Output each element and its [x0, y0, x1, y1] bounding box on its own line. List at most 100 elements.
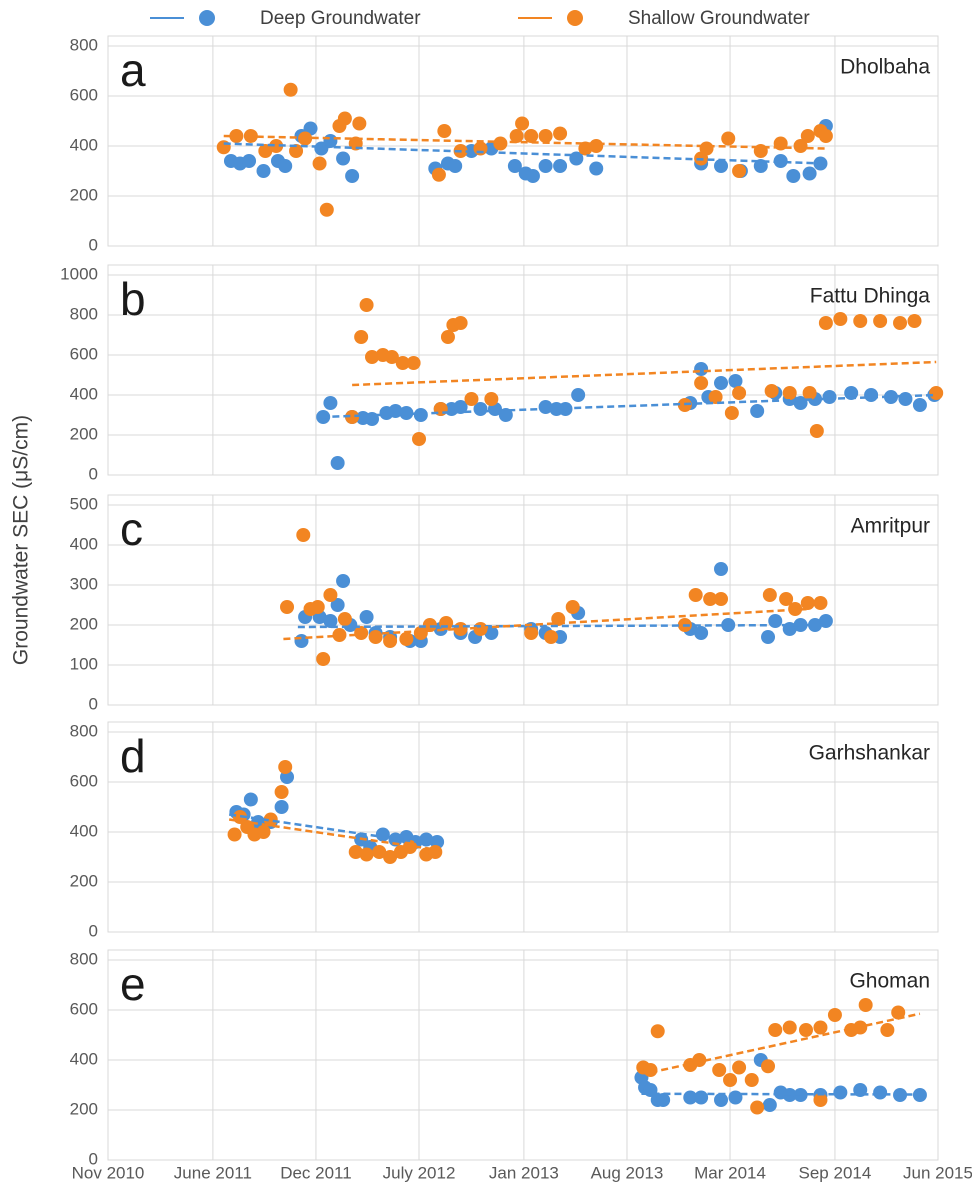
y-tick-label: 400	[70, 135, 98, 154]
panel-title: Amritpur	[851, 515, 930, 538]
point	[258, 144, 273, 158]
point	[294, 634, 309, 648]
point	[345, 410, 360, 424]
point	[793, 139, 808, 153]
y-tick-label: 800	[70, 721, 98, 740]
point	[708, 390, 723, 404]
panel-label: c	[120, 503, 143, 555]
point	[688, 588, 703, 602]
point	[278, 159, 293, 173]
point	[883, 390, 898, 404]
y-tick-label: 800	[70, 949, 98, 968]
x-tick-label: Aug 2013	[591, 1163, 664, 1182]
point	[779, 592, 794, 606]
point	[310, 600, 325, 614]
point	[786, 169, 801, 183]
y-tick-label: 600	[70, 344, 98, 363]
panel-title: Ghoman	[849, 970, 930, 993]
point	[827, 1008, 842, 1022]
point	[750, 1100, 765, 1115]
y-tick-label: 200	[70, 424, 98, 443]
point	[256, 825, 271, 839]
trend-line	[297, 623, 826, 629]
point	[372, 845, 387, 859]
legend-label: Deep Groundwater	[260, 8, 421, 29]
point	[724, 406, 739, 420]
panel-title: Fattu Dhinga	[810, 285, 931, 308]
point	[243, 792, 258, 807]
point	[354, 626, 369, 640]
point	[750, 404, 765, 418]
point	[278, 760, 293, 774]
point	[269, 139, 284, 153]
point	[762, 588, 777, 602]
point	[643, 1063, 658, 1077]
x-tick-label: Mar 2014	[694, 1163, 766, 1182]
point	[406, 356, 421, 370]
point	[538, 400, 553, 414]
point	[464, 392, 479, 406]
point	[761, 1059, 776, 1074]
point	[589, 161, 604, 176]
point	[800, 596, 815, 610]
point	[712, 1063, 727, 1077]
point	[296, 528, 311, 542]
point	[798, 1023, 813, 1037]
y-tick-label: 600	[70, 999, 98, 1018]
point	[880, 1023, 895, 1037]
point	[413, 408, 428, 422]
point	[399, 632, 414, 646]
point	[721, 131, 736, 146]
point	[893, 316, 908, 330]
point	[728, 1090, 743, 1105]
point	[484, 626, 499, 640]
point	[732, 386, 747, 400]
trend-line	[223, 142, 826, 165]
point	[553, 159, 568, 173]
point	[274, 785, 289, 799]
y-tick-label: 0	[89, 235, 98, 254]
y-tick-label: 600	[70, 85, 98, 104]
point	[289, 144, 304, 158]
point	[509, 129, 524, 143]
panel-title: Dholbaha	[840, 56, 930, 79]
point	[813, 1020, 828, 1035]
point	[337, 612, 352, 626]
point	[898, 392, 913, 406]
point	[873, 1085, 888, 1100]
point	[694, 626, 709, 640]
trend-line	[641, 1092, 920, 1096]
point	[316, 652, 331, 666]
point	[439, 616, 454, 630]
point	[864, 388, 879, 402]
trend-line	[228, 818, 436, 851]
point	[818, 614, 833, 628]
point	[336, 151, 351, 166]
point	[714, 159, 729, 173]
point	[354, 330, 369, 344]
point	[399, 406, 414, 420]
point	[473, 141, 488, 156]
point	[242, 154, 257, 168]
y-tick-label: 0	[89, 464, 98, 483]
point	[507, 159, 522, 173]
point	[589, 139, 604, 153]
point	[348, 845, 363, 859]
point	[330, 456, 345, 470]
point	[538, 159, 553, 173]
point	[912, 398, 927, 412]
point	[764, 384, 779, 398]
y-tick-label: 200	[70, 614, 98, 633]
point	[337, 111, 352, 126]
point	[699, 141, 714, 156]
panel-label: d	[120, 730, 146, 782]
point	[802, 386, 817, 400]
point	[437, 124, 452, 138]
point	[383, 634, 398, 648]
panel-label: a	[120, 44, 146, 96]
point	[723, 1073, 738, 1087]
legend-marker	[199, 10, 215, 26]
y-tick-label: 200	[70, 185, 98, 204]
point	[694, 1090, 709, 1105]
point	[359, 847, 374, 862]
